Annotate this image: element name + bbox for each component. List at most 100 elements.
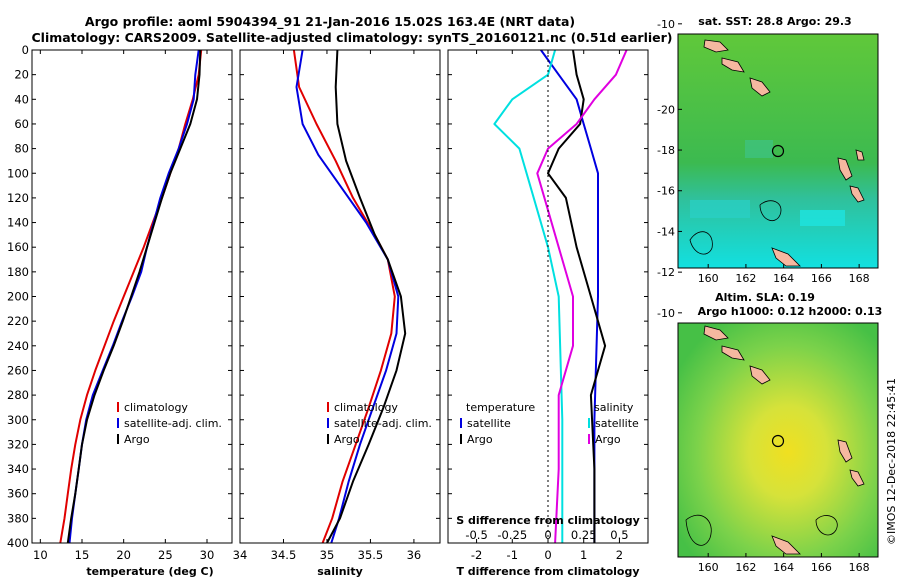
salinity-xtick-label: -0.5 [465,528,487,542]
xtick-label: 10 [33,548,48,562]
salinity-xlabel: salinity [317,565,363,578]
sst-map: 160 162 164 166 168 -10 -12 -14 -16 -18 -20 [657,18,879,285]
ytick-label: 340 [7,462,29,476]
legend-label-climatology: climatology [124,401,188,414]
island-shape [849,469,865,487]
sla-map-title-2: Argo h1000: 0.12 h2000: 0.13 [698,305,883,318]
ytick-label: 260 [7,363,29,377]
xtick-label: 20 [116,548,131,562]
salinity-axes-frame [239,49,441,544]
sst-map-frame [677,33,879,269]
island-shape [855,149,865,161]
legend-label-argo: Argo [334,433,360,446]
island-shape [771,535,801,555]
map-xtick-label: 162 [735,272,756,285]
series-line-t-argo [547,49,607,543]
sst-field [678,34,878,268]
island-shape [837,439,853,463]
ytick-label: 300 [7,413,29,427]
imos-credit: ©IMOS 12-Dec-2018 22:45:41 [885,378,898,545]
legend-label-s-satellite: satellite [595,417,639,430]
salinity-legend: climatology satellite-adj. clim. Argo [327,401,432,446]
island-shape [721,345,745,361]
salinity-legend-title: salinity [594,401,634,414]
map-xtick-label: 164 [773,272,794,285]
map-xtick-label: 164 [773,561,794,574]
series-line-satellite-adj-clim- [295,49,400,544]
temperature-legend-title: temperature [466,401,535,414]
legend-label-argo: Argo [124,433,150,446]
salinity-xtick-label: 0.5 [610,528,628,542]
xtick-label: 1 [580,548,587,562]
xtick-label: -2 [471,548,482,562]
map-xtick-label: 168 [849,561,870,574]
salinity-panel-series [292,49,407,544]
temperature-legend: climatology satellite-adj. clim. Argo [117,401,222,446]
map-xtick-label: 162 [735,561,756,574]
map-ytick-label: -20 [657,103,675,116]
temperature-panel-series [59,49,203,544]
xtick-label: 34 [233,548,248,562]
xtick-label: 36 [407,548,422,562]
ytick-label: 120 [7,191,29,205]
ytick-label: 280 [7,388,29,402]
sla-map-title-1: Altim. SLA: 0.19 [715,291,815,304]
island-shape [849,185,865,203]
xtick-label: 15 [75,548,90,562]
difference-panel-series [493,49,628,544]
ytick-label: 320 [7,437,29,451]
xtick-label: 34.5 [271,548,297,562]
xtick-label: 2 [616,548,623,562]
ytick-label: 360 [7,487,29,501]
series-line-satellite-adj-clim- [68,49,200,544]
ytick-label: 180 [7,265,29,279]
difference-legend: temperature satellite Argo salinity sate… [460,401,639,446]
island-shape [749,365,771,385]
island-shape [749,77,771,97]
map-ytick-label: -10 [657,18,675,31]
map-xtick-label: 166 [811,272,832,285]
map-xtick-label: 168 [849,272,870,285]
map-xtick-label: 166 [811,561,832,574]
map-ytick-label: -18 [657,144,675,157]
xtick-label: -1 [507,548,518,562]
island-shape [703,325,729,341]
legend-label-t-satellite: satellite [467,417,511,430]
ytick-label: 400 [7,536,29,550]
series-line-s-satellite [493,49,564,543]
title-line-2: Climatology: CARS2009. Satellite-adjuste… [31,30,672,46]
argo-position-marker [771,434,785,448]
legend-label-satellite: satellite-adj. clim. [334,417,432,430]
contour-line [685,514,712,546]
map-xtick-label: 160 [698,561,719,574]
ytick-label: 160 [7,240,29,254]
ytick-label: 60 [14,117,29,131]
island-shape [837,157,853,181]
map-ytick-label: -10 [657,307,675,320]
sst-map-ticks: 160 162 164 166 168 -10 -12 -14 -16 -18 -20 [657,18,870,285]
xtick-label: 35.5 [358,548,384,562]
sla-map-frame [677,322,879,558]
legend-label-satellite: satellite-adj. clim. [124,417,222,430]
island-shape [703,39,729,53]
legend-label-climatology: climatology [334,401,398,414]
map-xtick-label: 160 [698,272,719,285]
s-difference-label: S difference from climatology [456,514,640,527]
ytick-label: 380 [7,511,29,525]
island-shape [721,57,745,73]
map-ytick-label: -12 [657,266,675,279]
island-shape [771,247,801,267]
ytick-label: 80 [14,142,29,156]
argo-position-marker [771,144,785,158]
ytick-label: 40 [14,92,29,106]
xtick-label: 0 [544,548,551,562]
ytick-label: 140 [7,216,29,230]
series-line-argo [66,49,202,544]
series-line-t-satellite [540,49,599,543]
series-line-argo [326,49,407,544]
ytick-label: 100 [7,166,29,180]
sst-patch [800,210,845,226]
salinity-xtick-label: 0.25 [571,528,597,542]
